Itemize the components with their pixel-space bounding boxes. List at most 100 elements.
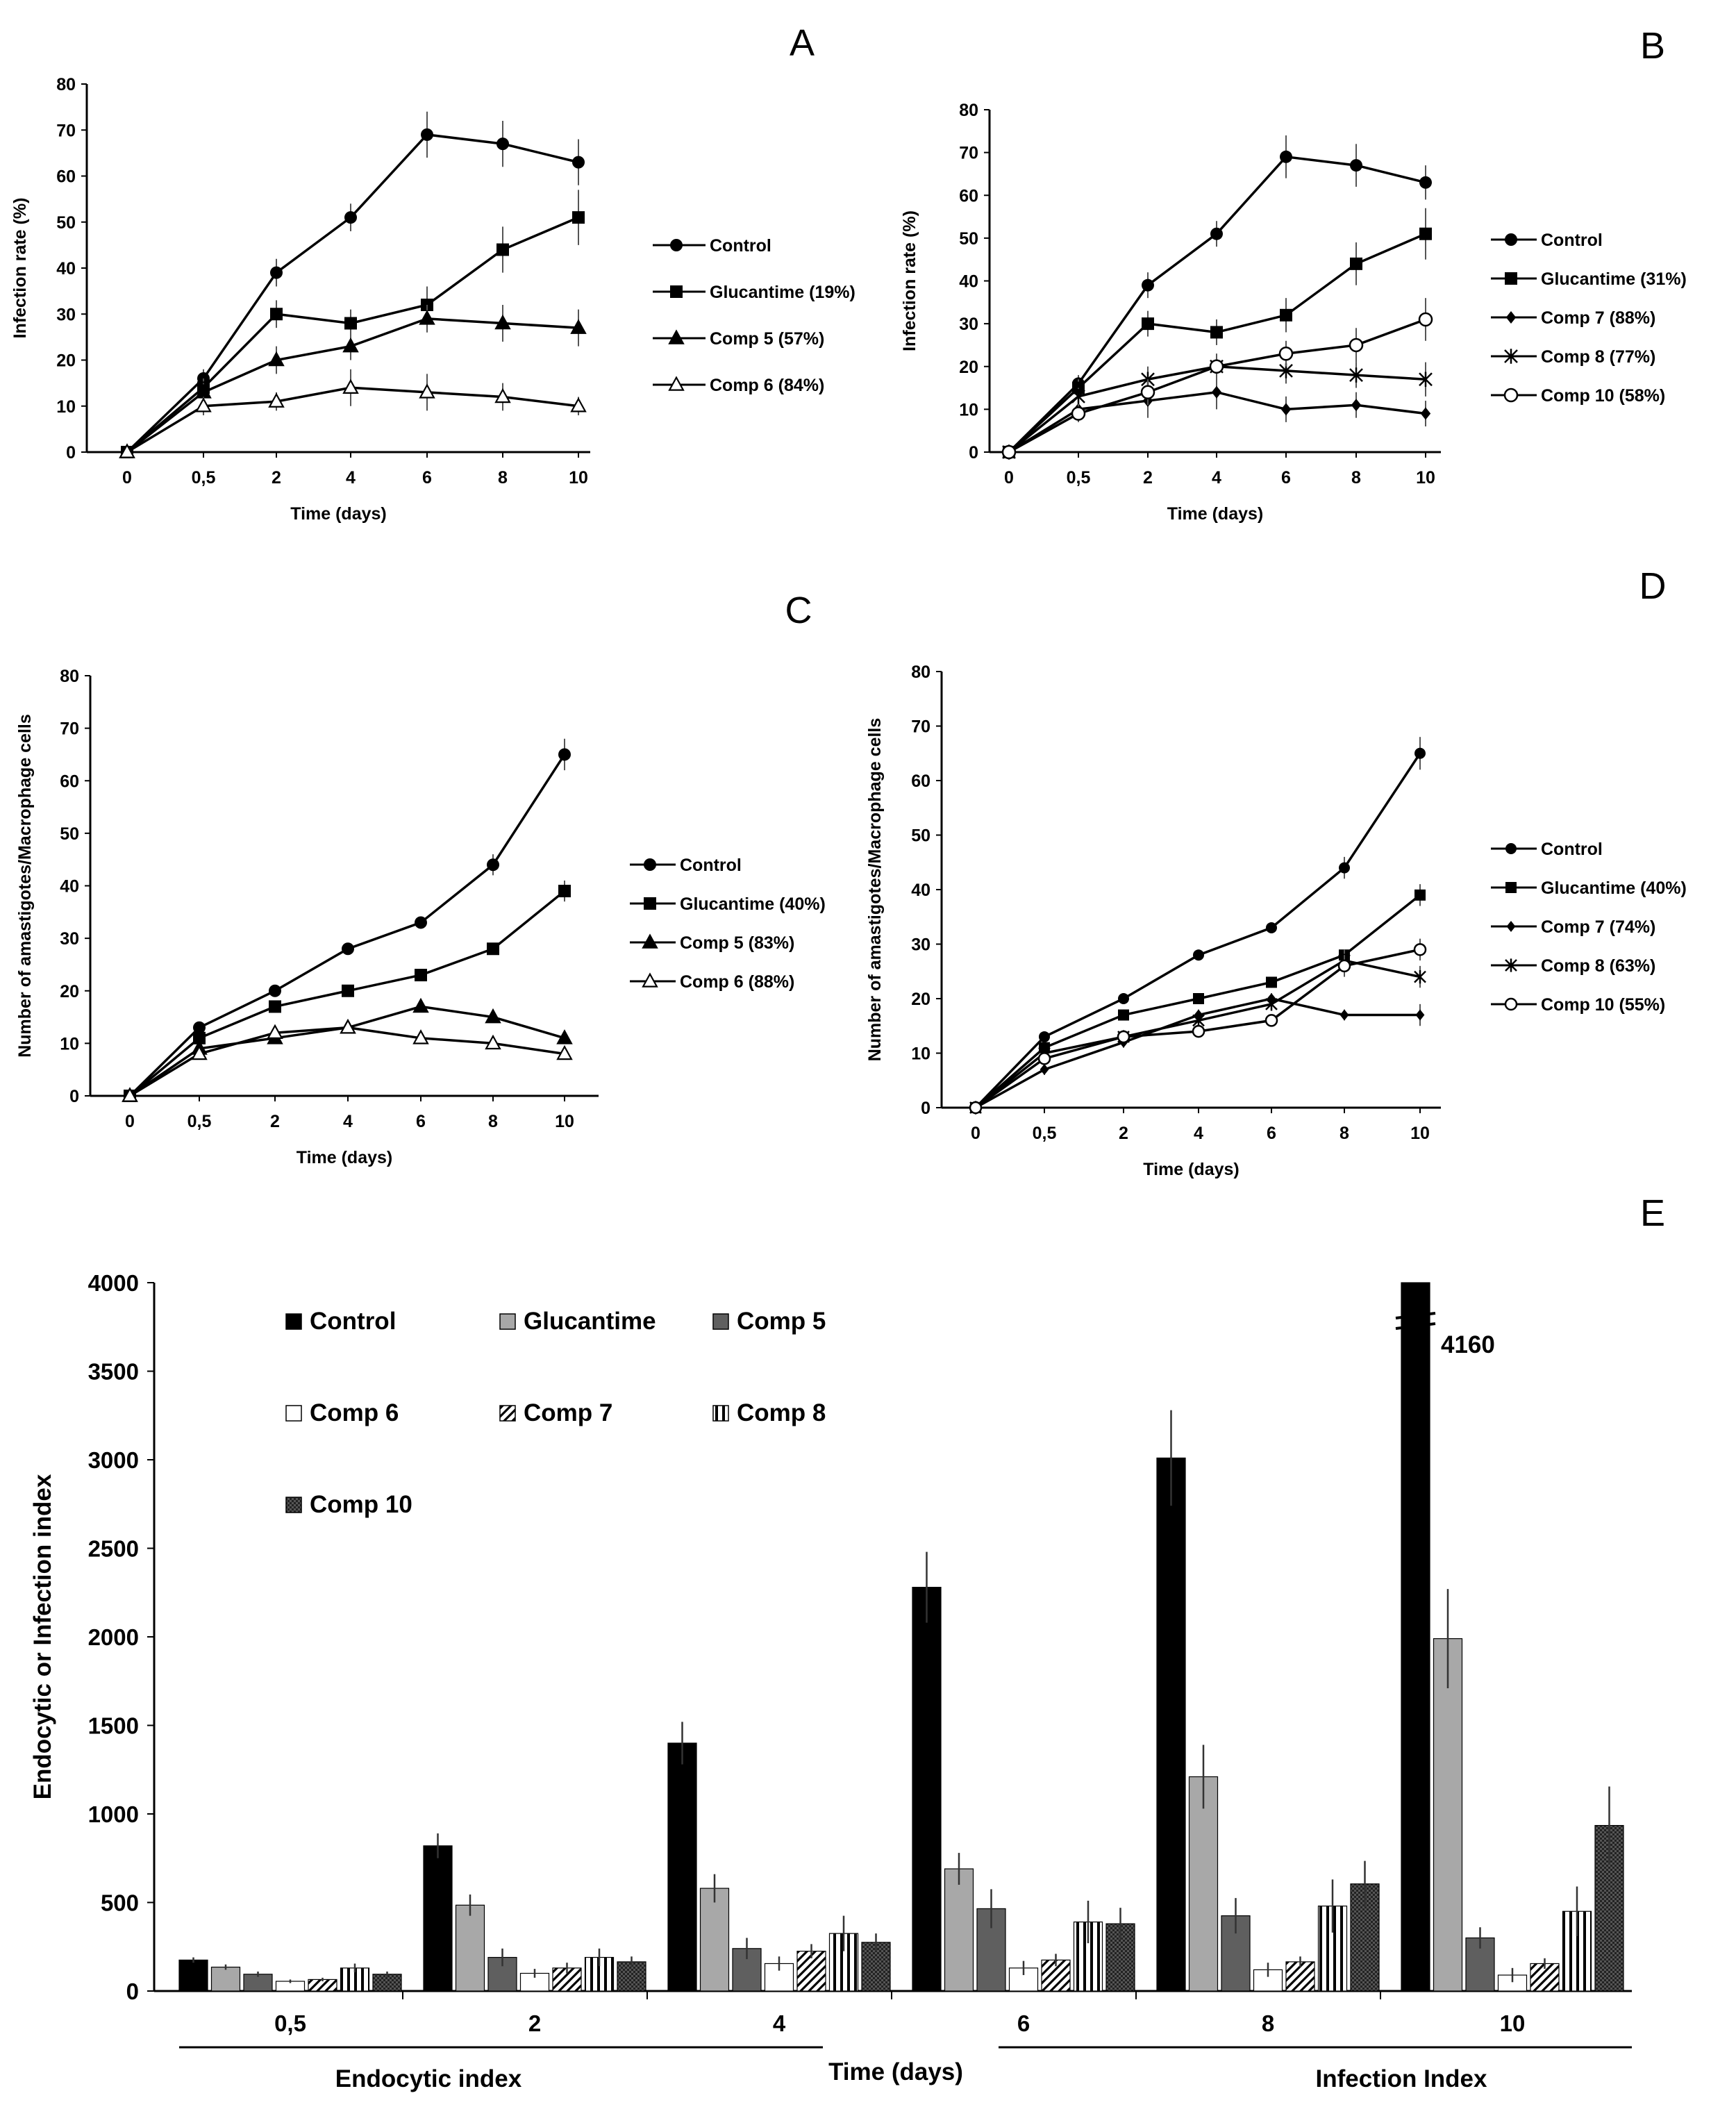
- data-point: [1211, 385, 1222, 399]
- bar: [667, 1742, 697, 1992]
- y-tick-label: 40: [911, 881, 930, 900]
- legend-label: Glucantime (19%): [710, 283, 856, 302]
- data-point: [1209, 359, 1224, 374]
- panel-e-bar-chart: 0 500 1000 1500 2000 2500 3000 3500 4000 0,5 2 4 6 8 1…: [29, 1270, 1632, 2092]
- bar-series-3: [243, 1889, 1495, 1992]
- y-tick-label: 20: [56, 351, 76, 371]
- legend-entry: Glucantime (40%): [630, 894, 826, 914]
- data-point: [1350, 159, 1362, 172]
- y-tick-label: 500: [101, 1890, 139, 1916]
- legend-marker: [1505, 882, 1517, 893]
- legend-label: Glucantime (40%): [680, 894, 826, 914]
- y-tick-label: 30: [911, 935, 930, 955]
- data-point: [419, 383, 435, 399]
- legend-entry: Control: [285, 1308, 396, 1335]
- y-tick-label: 20: [959, 358, 978, 377]
- legend-entry: Control: [1491, 231, 1603, 250]
- y-tick-label: 60: [911, 772, 930, 791]
- data-point: [1280, 403, 1292, 416]
- legend-label: Comp 10 (55%): [1541, 995, 1665, 1015]
- legend-marker: [1503, 388, 1519, 403]
- x-tick-label: 8: [1262, 2010, 1274, 2036]
- group-label-infection: Infection Index: [1316, 2065, 1488, 2092]
- legend-label: Comp 5: [737, 1308, 826, 1335]
- legend-entry: Control: [653, 236, 771, 256]
- data-point: [344, 317, 357, 330]
- bar: [1530, 1963, 1560, 1992]
- legend-label: Comp 6: [310, 1399, 399, 1426]
- bar: [1041, 1959, 1071, 1992]
- y-tick-label: 0: [69, 1087, 79, 1106]
- data-point: [1266, 922, 1277, 933]
- data-point: [558, 748, 571, 761]
- x-tick-label: 4: [343, 1112, 353, 1131]
- legend-label: Comp 10: [310, 1491, 412, 1518]
- data-point: [1419, 227, 1432, 240]
- series-5: [1001, 298, 1433, 460]
- x-tick-label: 10: [1410, 1124, 1430, 1143]
- series-2: [970, 884, 1426, 1113]
- data-point: [1037, 1052, 1051, 1065]
- y-tick-label: 60: [959, 186, 978, 206]
- legend-entry: Glucantime (31%): [1491, 269, 1687, 289]
- data-point: [415, 969, 427, 982]
- y-tick-label: 40: [959, 272, 978, 292]
- bar-series-5: [308, 1944, 1560, 1992]
- axis-break-mark: [1395, 1312, 1436, 1319]
- x-tick-label: 4: [773, 2010, 786, 2036]
- panel-letter-e: E: [1640, 1192, 1665, 1234]
- legend-marker: [1506, 921, 1516, 932]
- series-5: [969, 938, 1427, 1115]
- bar: [1433, 1638, 1463, 1992]
- x-axis-label: Time (days): [297, 1148, 392, 1167]
- x-tick-label: 0,5: [1067, 468, 1091, 488]
- legend-marker: [670, 239, 683, 251]
- legend-entry: Glucantime (40%): [1491, 878, 1687, 898]
- data-point: [1419, 372, 1433, 388]
- x-tick-label: 6: [1017, 2010, 1030, 2036]
- data-point: [122, 1087, 138, 1102]
- x-tick-label: 6: [416, 1112, 426, 1131]
- series-1: [121, 111, 585, 458]
- y-tick-label: 10: [911, 1044, 930, 1064]
- legend-entry: Comp 10: [285, 1491, 412, 1518]
- legend-entry: Comp 6 (84%): [653, 376, 824, 395]
- series-4: [122, 1019, 573, 1102]
- y-tick-label: 1500: [88, 1713, 139, 1739]
- y-tick-label: 40: [56, 259, 76, 278]
- bar-series-2: [210, 1589, 1463, 1992]
- series-line: [126, 216, 579, 453]
- legend-entry: Comp 10 (58%): [1491, 386, 1665, 406]
- y-tick-label: 80: [60, 667, 79, 686]
- data-point: [342, 942, 354, 956]
- data-point: [570, 397, 587, 413]
- y-tick-label: 20: [60, 982, 79, 1001]
- data-point: [268, 351, 285, 367]
- legend-entry: Control: [630, 856, 742, 875]
- legend-label: Glucantime (31%): [1541, 269, 1687, 289]
- y-axis-label: Infection rate (%): [10, 198, 30, 339]
- legend-entry: Comp 5 (83%): [630, 933, 794, 953]
- data-point: [193, 1021, 206, 1034]
- data-point: [494, 314, 511, 330]
- y-tick-label: 70: [959, 144, 978, 163]
- series-3: [119, 305, 587, 458]
- x-tick-label: 8: [488, 1112, 498, 1131]
- y-tick-label: 2500: [88, 1536, 139, 1562]
- data-point: [1337, 959, 1351, 973]
- data-point: [1349, 338, 1364, 353]
- x-tick-label: 8: [498, 468, 508, 488]
- panel-a-line-chart: 0 10 20 30 40 50 60 70 80 0 0,5 2 4 6 8 10 Time (days) In…: [10, 75, 856, 524]
- x-tick-label: 0: [122, 468, 132, 488]
- data-point: [1192, 1013, 1205, 1027]
- y-tick-label: 0: [66, 443, 76, 463]
- data-point: [1071, 406, 1086, 421]
- data-point: [344, 211, 357, 224]
- x-tick-label: 0: [971, 1124, 980, 1143]
- y-tick-label: 1000: [88, 1801, 139, 1827]
- y-tick-label: 10: [959, 400, 978, 419]
- legend-marker: [1505, 233, 1517, 246]
- data-point: [1419, 176, 1432, 189]
- y-tick-label: 50: [60, 824, 79, 844]
